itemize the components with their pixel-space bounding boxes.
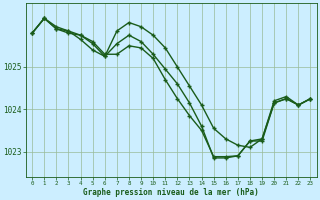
X-axis label: Graphe pression niveau de la mer (hPa): Graphe pression niveau de la mer (hPa) <box>84 188 259 197</box>
